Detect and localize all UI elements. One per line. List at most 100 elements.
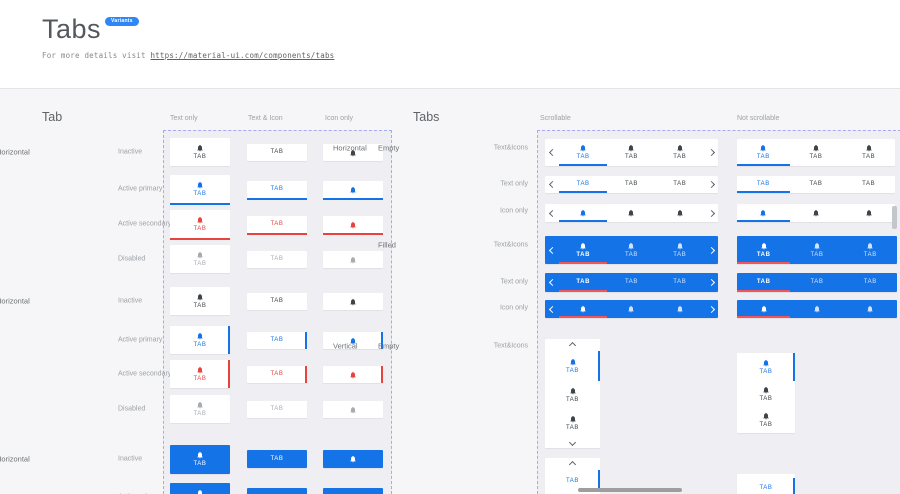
scroll-right-button[interactable] <box>704 273 718 292</box>
tab[interactable]: TAB <box>559 236 607 264</box>
tab[interactable]: TAB <box>790 176 843 193</box>
tab[interactable]: TAB <box>737 176 790 193</box>
docs-link[interactable]: https://material-ui.com/components/tabs <box>150 51 335 60</box>
row-label: Text&Icons <box>493 241 528 249</box>
tab[interactable] <box>323 293 383 310</box>
horizontal-scrollbar-thumb[interactable] <box>578 488 682 492</box>
tab[interactable]: TAB <box>607 273 655 292</box>
tab[interactable]: TAB <box>545 351 600 381</box>
tab[interactable]: TAB <box>790 273 843 292</box>
tab[interactable]: TAB <box>170 360 230 388</box>
tab[interactable]: TAB <box>170 175 230 203</box>
tab[interactable] <box>607 300 655 318</box>
scroll-up-button[interactable] <box>545 339 600 351</box>
scroll-left-button[interactable] <box>545 273 559 292</box>
row-label: Text only <box>500 278 528 286</box>
scroll-right-button[interactable] <box>704 236 718 264</box>
tab[interactable]: TAB <box>545 409 600 437</box>
tab[interactable] <box>790 300 843 318</box>
tab[interactable] <box>323 251 383 268</box>
scroll-right-button[interactable] <box>704 204 718 222</box>
tab[interactable] <box>323 144 383 161</box>
tab[interactable] <box>323 332 383 349</box>
tab[interactable]: TAB <box>790 139 843 166</box>
tab[interactable] <box>790 204 843 222</box>
tab[interactable] <box>323 401 383 418</box>
tab[interactable] <box>842 204 895 222</box>
tab[interactable]: TAB <box>737 381 795 407</box>
bell-icon <box>866 242 874 250</box>
tab[interactable]: TAB <box>737 236 790 264</box>
tab[interactable]: TAB <box>170 287 230 315</box>
tab[interactable]: TAB <box>656 236 704 264</box>
tab[interactable]: TAB <box>737 273 790 292</box>
tab-label: TAB <box>809 154 823 160</box>
tab[interactable]: TAB <box>844 236 897 264</box>
tab[interactable] <box>656 300 704 318</box>
tab[interactable]: TAB <box>247 366 307 383</box>
tab[interactable] <box>737 204 790 222</box>
tab[interactable]: TAB <box>737 139 790 166</box>
tab[interactable]: TAB <box>170 445 230 474</box>
tab[interactable]: TAB <box>737 478 795 494</box>
tab[interactable] <box>323 450 383 468</box>
vertical-scrollbar-thumb[interactable] <box>892 206 897 229</box>
tab[interactable]: TAB <box>737 353 795 381</box>
tab[interactable]: TAB <box>170 210 230 238</box>
tab[interactable]: TAB <box>790 236 843 264</box>
scroll-left-button[interactable] <box>545 300 559 318</box>
tab[interactable]: TAB <box>247 293 307 310</box>
tab[interactable]: TAB <box>842 139 895 166</box>
tab[interactable]: TAB <box>559 139 607 166</box>
scroll-left-button[interactable] <box>545 139 559 166</box>
bell-icon <box>349 256 357 264</box>
tab[interactable]: TAB <box>247 488 307 494</box>
tab[interactable]: TAB <box>170 245 230 273</box>
tab[interactable] <box>737 300 790 318</box>
tab[interactable] <box>323 488 383 494</box>
scroll-up-button[interactable] <box>545 458 600 470</box>
tab[interactable]: TAB <box>737 407 795 433</box>
tab[interactable]: TAB <box>545 381 600 409</box>
tab[interactable] <box>323 181 383 198</box>
tab[interactable]: TAB <box>170 395 230 423</box>
tab[interactable]: TAB <box>247 401 307 418</box>
tab[interactable]: TAB <box>545 470 600 492</box>
tab[interactable]: TAB <box>170 483 230 494</box>
tab-label: TAB <box>673 181 687 187</box>
scroll-left-button[interactable] <box>545 204 559 222</box>
tab[interactable] <box>656 204 704 222</box>
tab[interactable]: TAB <box>842 176 895 193</box>
tab[interactable]: TAB <box>656 176 704 193</box>
scroll-down-button[interactable] <box>545 437 600 448</box>
tab[interactable]: TAB <box>607 236 655 264</box>
tab[interactable]: TAB <box>247 450 307 468</box>
scroll-right-button[interactable] <box>704 300 718 318</box>
tab[interactable] <box>844 300 897 318</box>
tab[interactable] <box>559 300 607 318</box>
tab[interactable]: TAB <box>247 144 307 161</box>
tab[interactable]: TAB <box>247 216 307 233</box>
tab[interactable] <box>607 204 655 222</box>
tab[interactable]: TAB <box>170 326 230 354</box>
tab[interactable]: TAB <box>607 176 655 193</box>
scroll-right-button[interactable] <box>704 176 718 193</box>
tab[interactable]: TAB <box>247 251 307 268</box>
tab-strip-vertical: TAB TAB TAB <box>545 339 600 448</box>
tab[interactable]: TAB <box>844 273 897 292</box>
tab[interactable]: TAB <box>559 273 607 292</box>
scroll-right-button[interactable] <box>704 139 718 166</box>
tab-strip: TAB TAB TAB <box>737 236 897 264</box>
tab[interactable]: TAB <box>247 181 307 198</box>
tab[interactable]: TAB <box>656 139 704 166</box>
tab[interactable]: TAB <box>170 138 230 166</box>
tab[interactable]: TAB <box>607 139 655 166</box>
scroll-left-button[interactable] <box>545 236 559 264</box>
tab[interactable]: TAB <box>559 176 607 193</box>
tab[interactable] <box>323 216 383 233</box>
tab[interactable] <box>559 204 607 222</box>
tab[interactable]: TAB <box>247 332 307 349</box>
tab[interactable] <box>323 366 383 383</box>
scroll-left-button[interactable] <box>545 176 559 193</box>
tab[interactable]: TAB <box>656 273 704 292</box>
